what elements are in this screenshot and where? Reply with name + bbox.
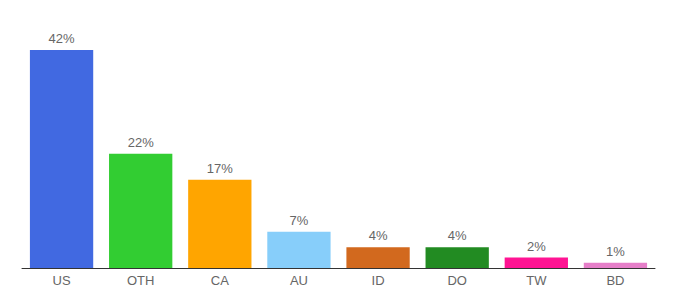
svg-text:BD: BD (606, 273, 624, 288)
svg-text:CA: CA (211, 273, 229, 288)
svg-text:ID: ID (372, 273, 385, 288)
svg-text:4%: 4% (369, 228, 388, 243)
svg-text:7%: 7% (290, 213, 309, 228)
svg-text:DO: DO (447, 273, 467, 288)
svg-text:2%: 2% (527, 239, 546, 254)
svg-text:OTH: OTH (127, 273, 154, 288)
svg-text:1%: 1% (606, 244, 625, 259)
svg-text:TW: TW (526, 273, 547, 288)
svg-text:US: US (53, 273, 71, 288)
svg-text:22%: 22% (128, 135, 154, 150)
svg-text:AU: AU (290, 273, 308, 288)
svg-text:42%: 42% (49, 31, 75, 46)
svg-text:17%: 17% (207, 161, 233, 176)
svg-text:4%: 4% (448, 228, 467, 243)
